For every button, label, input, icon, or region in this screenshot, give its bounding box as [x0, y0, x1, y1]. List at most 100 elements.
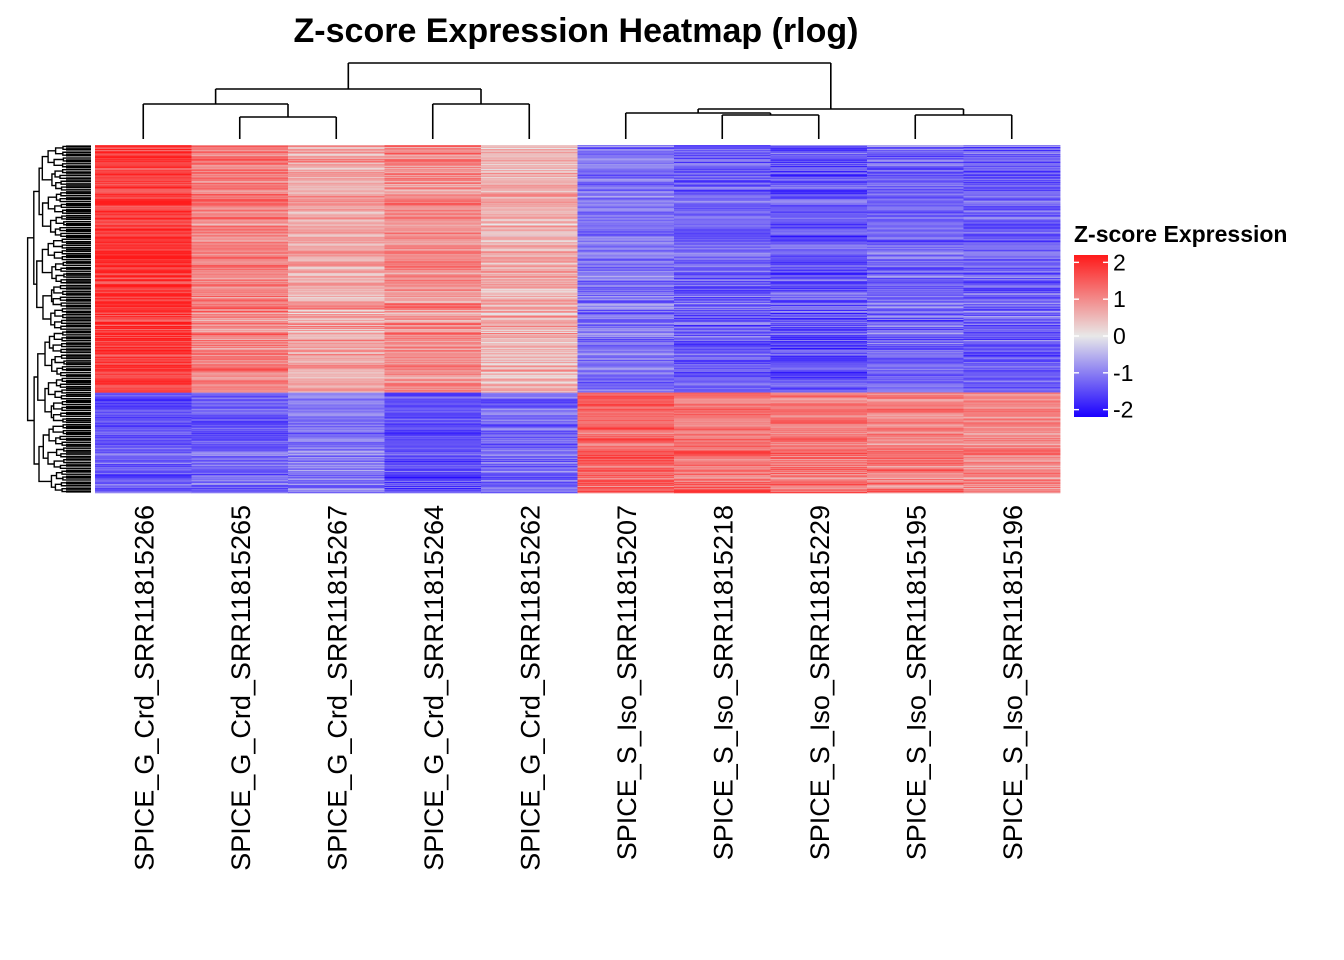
heatmap-cell: [770, 427, 868, 429]
heatmap-cell: [674, 388, 771, 390]
heatmap-cell: [95, 336, 192, 339]
heatmap-cell: [867, 185, 964, 188]
heatmap-cell: [481, 156, 578, 159]
heatmap-cell: [95, 150, 192, 153]
heatmap-cell: [770, 281, 868, 283]
heatmap-cell: [481, 190, 578, 193]
heatmap-cell: [674, 202, 771, 204]
heatmap-cell: [481, 164, 578, 167]
heatmap-cell: [577, 444, 675, 446]
heatmap-cell: [384, 297, 482, 299]
heatmap-cell: [770, 191, 868, 194]
heatmap-cell: [288, 365, 385, 368]
heatmap-cell: [577, 433, 675, 435]
heatmap-cell: [95, 277, 192, 279]
heatmap-cell: [867, 351, 964, 354]
heatmap-cell: [481, 192, 578, 195]
heatmap-cell: [577, 445, 675, 447]
heatmap-cell: [770, 433, 868, 435]
heatmap-cell: [577, 177, 675, 180]
heatmap-cell: [288, 333, 385, 336]
heatmap-cell: [867, 241, 964, 243]
heatmap-cell: [95, 250, 192, 252]
heatmap-cell: [577, 173, 675, 176]
heatmap-cell: [577, 406, 675, 408]
heatmap-cell: [963, 334, 1061, 337]
heatmap-cell: [577, 424, 675, 426]
heatmap-cell: [674, 481, 771, 483]
heatmap-cell: [481, 387, 578, 389]
heatmap-cell: [867, 473, 964, 475]
heatmap-cell: [867, 291, 964, 293]
heatmap-cell: [770, 330, 868, 333]
heatmap-cell: [384, 458, 482, 460]
heatmap-cell: [481, 302, 578, 304]
heatmap-cell: [867, 174, 964, 177]
heatmap-cell: [867, 227, 964, 229]
heatmap-cell: [95, 301, 192, 303]
heatmap-cell: [577, 327, 675, 330]
heatmap-cell: [770, 186, 868, 189]
heatmap-cell: [191, 320, 289, 323]
heatmap-cell: [963, 169, 1061, 172]
heatmap-cell: [674, 470, 771, 472]
heatmap-cell: [288, 492, 385, 494]
heatmap-cell: [577, 227, 675, 229]
heatmap-cell: [867, 445, 964, 447]
heatmap-cell: [674, 336, 771, 339]
heatmap-cell: [95, 383, 192, 385]
heatmap-cell: [963, 170, 1061, 173]
heatmap-cell: [577, 408, 675, 410]
heatmap-cell: [288, 234, 385, 236]
heatmap-cell: [867, 382, 964, 384]
heatmap-cell: [481, 197, 578, 199]
heatmap-cell: [963, 235, 1061, 237]
heatmap-cell: [770, 309, 868, 311]
heatmap-cell: [674, 241, 771, 243]
heatmap-cell: [867, 417, 964, 419]
heatmap-cell: [481, 250, 578, 252]
heatmap-cell: [95, 167, 192, 170]
heatmap-cell: [963, 490, 1061, 492]
heatmap-cell: [963, 386, 1061, 388]
heatmap-cell: [481, 328, 578, 331]
heatmap-cell: [481, 403, 578, 405]
heatmap-cell: [577, 417, 675, 419]
heatmap-cell: [481, 460, 578, 462]
heatmap-cell: [384, 365, 482, 368]
heatmap-cell: [95, 145, 192, 148]
heatmap-cell: [770, 425, 868, 427]
heatmap-cell: [384, 231, 482, 233]
heatmap-cell: [481, 205, 578, 207]
heatmap-cell: [963, 442, 1061, 444]
heatmap-cell: [191, 319, 289, 321]
heatmap-cell: [288, 311, 385, 313]
row-dendrogram-link: [49, 219, 57, 233]
heatmap-cell: [288, 466, 385, 468]
heatmap-cell: [288, 235, 385, 237]
heatmap-cell: [770, 253, 868, 255]
heatmap-cell: [963, 357, 1061, 360]
heatmap-cell: [191, 436, 289, 438]
heatmap-cell: [770, 165, 868, 168]
heatmap-cell: [770, 366, 868, 369]
heatmap-cell: [770, 367, 868, 370]
heatmap-cell: [191, 234, 289, 236]
heatmap-cell: [577, 236, 675, 238]
heatmap-cell: [963, 371, 1061, 373]
heatmap-cell: [963, 449, 1061, 451]
heatmap-cell: [770, 337, 868, 340]
heatmap-cell: [674, 443, 771, 445]
heatmap-cell: [770, 160, 868, 163]
heatmap-cell: [481, 247, 578, 249]
heatmap-cell: [577, 448, 675, 450]
heatmap-cell: [577, 198, 675, 200]
heatmap-cell: [481, 411, 578, 413]
heatmap-cell: [577, 469, 675, 471]
heatmap-cell: [191, 358, 289, 361]
heatmap-cell: [288, 363, 385, 366]
heatmap-cell: [963, 347, 1061, 350]
heatmap-cell: [867, 282, 964, 284]
heatmap-cell: [288, 392, 385, 394]
heatmap-cell: [674, 390, 771, 392]
